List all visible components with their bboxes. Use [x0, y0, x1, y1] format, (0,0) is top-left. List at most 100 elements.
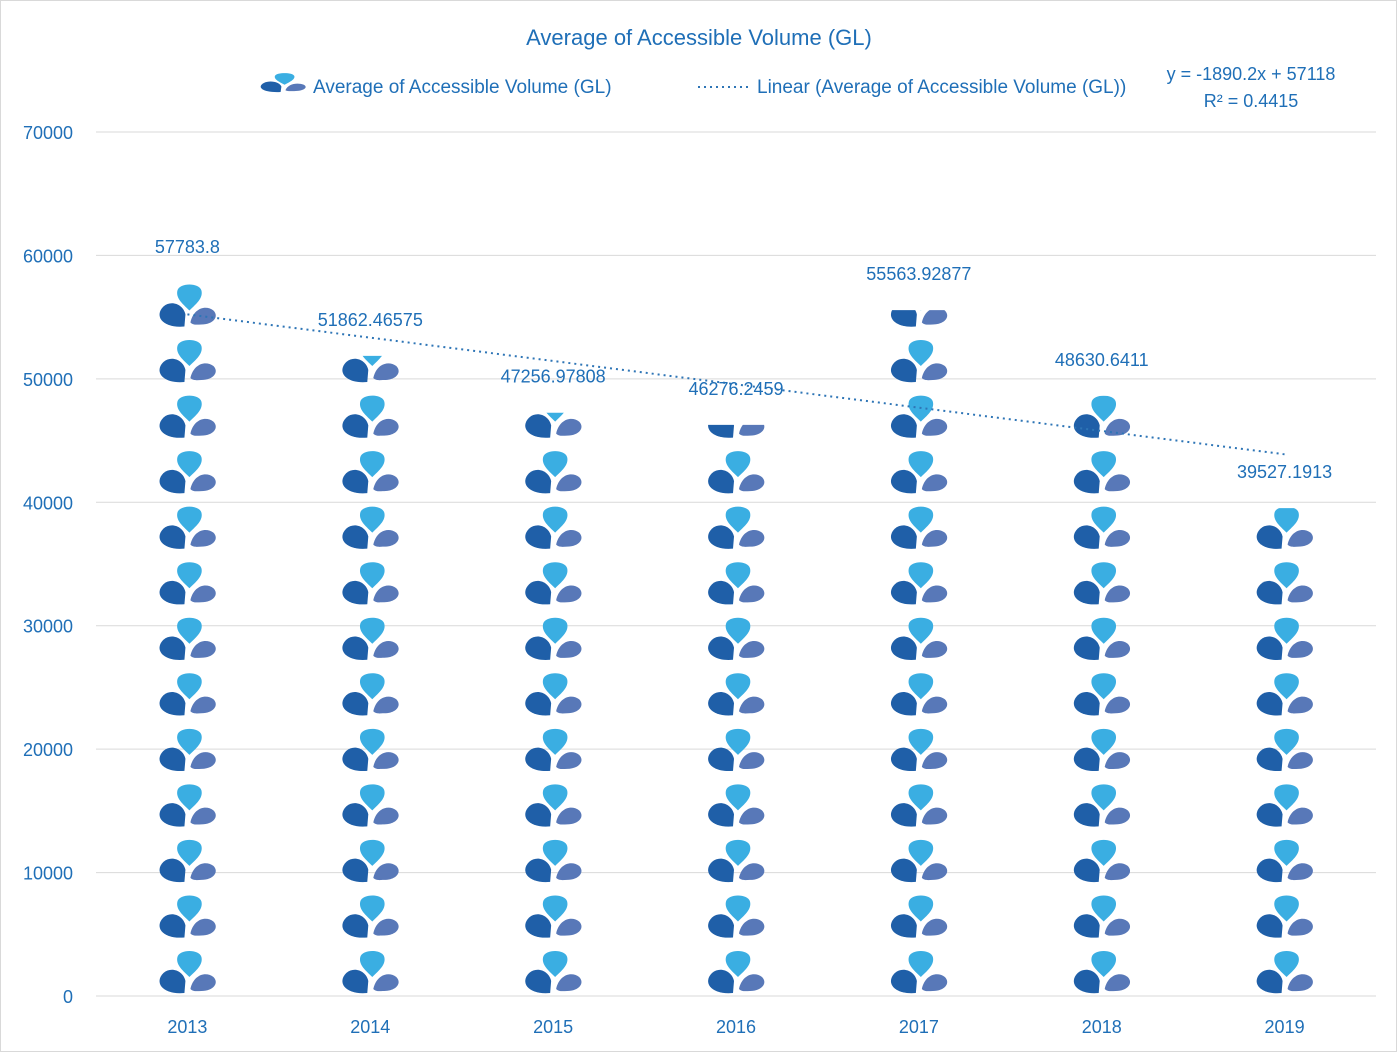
bar-icon	[890, 728, 948, 772]
bar-icon	[342, 562, 399, 605]
bar-2013	[159, 284, 216, 994]
bar-icon	[342, 784, 399, 827]
bar-icon	[159, 395, 216, 438]
bar-icon	[890, 340, 948, 383]
bar-icon	[159, 728, 216, 772]
bar-icon	[342, 617, 399, 660]
trendline	[187, 313, 1285, 456]
bar-icon	[159, 562, 216, 605]
x-tick-label: 2019	[1265, 1017, 1305, 1037]
legend-trendline-label: Linear (Average of Accessible Volume (GL…	[757, 77, 1126, 98]
bar-icon	[1256, 784, 1313, 827]
bar-2015	[525, 412, 582, 994]
bar-icon	[1073, 839, 1131, 883]
bar-icon	[1256, 673, 1313, 716]
bar-icon	[1256, 951, 1313, 994]
bar-icon	[708, 895, 765, 938]
bar-icon	[890, 310, 948, 327]
data-label: 46276.2459	[688, 379, 783, 399]
data-label: 48630.6411	[1055, 350, 1149, 370]
x-tick-label: 2018	[1082, 1017, 1122, 1037]
y-tick-label: 10000	[23, 864, 73, 884]
x-tick-label: 2014	[350, 1017, 390, 1037]
bar-icon	[342, 895, 399, 938]
bar-icon	[342, 951, 399, 994]
data-label: 55563.92877	[866, 264, 971, 284]
bar-icon	[708, 451, 765, 494]
y-tick-label: 20000	[23, 740, 73, 760]
bar-icon	[159, 284, 216, 327]
trendline-equation: y = -1890.2x + 57118	[1167, 64, 1336, 84]
bar-icon	[1256, 728, 1313, 772]
bar-icon	[708, 673, 765, 716]
bar-icon	[708, 784, 765, 827]
x-tick-label: 2015	[533, 1017, 573, 1037]
bar-icon	[525, 617, 582, 660]
bar-icon	[890, 839, 948, 883]
bar-icon	[1073, 951, 1131, 994]
bar-icon	[708, 728, 765, 772]
legend-icon-shape	[260, 73, 306, 93]
bar-icon	[159, 784, 216, 827]
bar-icon	[708, 617, 765, 660]
bar-icon	[708, 562, 765, 605]
bar-icon	[1073, 617, 1131, 660]
bar-2016	[708, 424, 765, 994]
data-label: 51862.46575	[318, 310, 423, 330]
bar-icon	[890, 673, 948, 716]
bar-icon	[890, 784, 948, 827]
bar-icon	[890, 506, 948, 549]
legend-series-label: Average of Accessible Volume (GL)	[313, 77, 612, 98]
bar-icon	[708, 506, 765, 549]
bar-icon	[159, 951, 216, 994]
data-labels: 57783.8 51862.46575 47256.97808 46276.2459 5…	[155, 237, 1332, 482]
bar-icon	[159, 451, 216, 494]
bar-icon	[708, 424, 765, 438]
bar-icon	[1256, 562, 1313, 605]
data-label: 57783.8	[155, 237, 220, 257]
bar-icon	[1073, 895, 1131, 938]
bar-icon	[525, 784, 582, 827]
bar-icon	[159, 340, 216, 383]
bar-2017	[890, 310, 948, 994]
bar-icon	[159, 506, 216, 549]
bar-icon	[525, 506, 582, 549]
bar-icon	[1073, 506, 1131, 549]
bar-icon	[1256, 508, 1313, 549]
x-axis-ticks: 2013 2014 2015 2016 2017 2018 2019	[167, 1017, 1304, 1037]
bar-icon	[159, 895, 216, 938]
y-tick-label: 0	[63, 987, 73, 1007]
x-tick-label: 2017	[899, 1017, 939, 1037]
bar-icon	[1073, 784, 1131, 827]
bars	[159, 284, 1313, 994]
bar-icon	[342, 395, 399, 438]
bar-icon	[708, 951, 765, 994]
bar-icon	[159, 617, 216, 660]
bar-icon	[342, 451, 399, 494]
bar-icon	[342, 673, 399, 716]
bar-icon	[342, 355, 399, 383]
data-label: 47256.97808	[501, 367, 606, 387]
bar-icon	[525, 673, 582, 716]
y-axis-ticks: 0 10000 20000 30000 40000 50000 60000 70000	[23, 123, 73, 1007]
bar-icon	[1073, 728, 1131, 772]
y-tick-label: 40000	[23, 493, 73, 513]
bar-icon	[525, 562, 582, 605]
bar-icon	[890, 395, 948, 438]
legend-series-icon	[260, 73, 306, 93]
bar-icon	[159, 839, 216, 883]
bar-icon	[708, 839, 765, 883]
bar-icon	[159, 673, 216, 716]
bar-2018	[1073, 395, 1131, 994]
y-tick-label: 50000	[23, 370, 73, 390]
bar-icon	[1256, 839, 1313, 883]
trendline-layer	[187, 313, 1285, 456]
y-tick-label: 30000	[23, 617, 73, 637]
bar-icon	[1256, 895, 1313, 938]
x-tick-label: 2013	[167, 1017, 207, 1037]
y-tick-label: 70000	[23, 123, 73, 143]
bar-icon	[1256, 617, 1313, 660]
bar-icon	[890, 562, 948, 605]
bar-2014	[342, 355, 399, 994]
